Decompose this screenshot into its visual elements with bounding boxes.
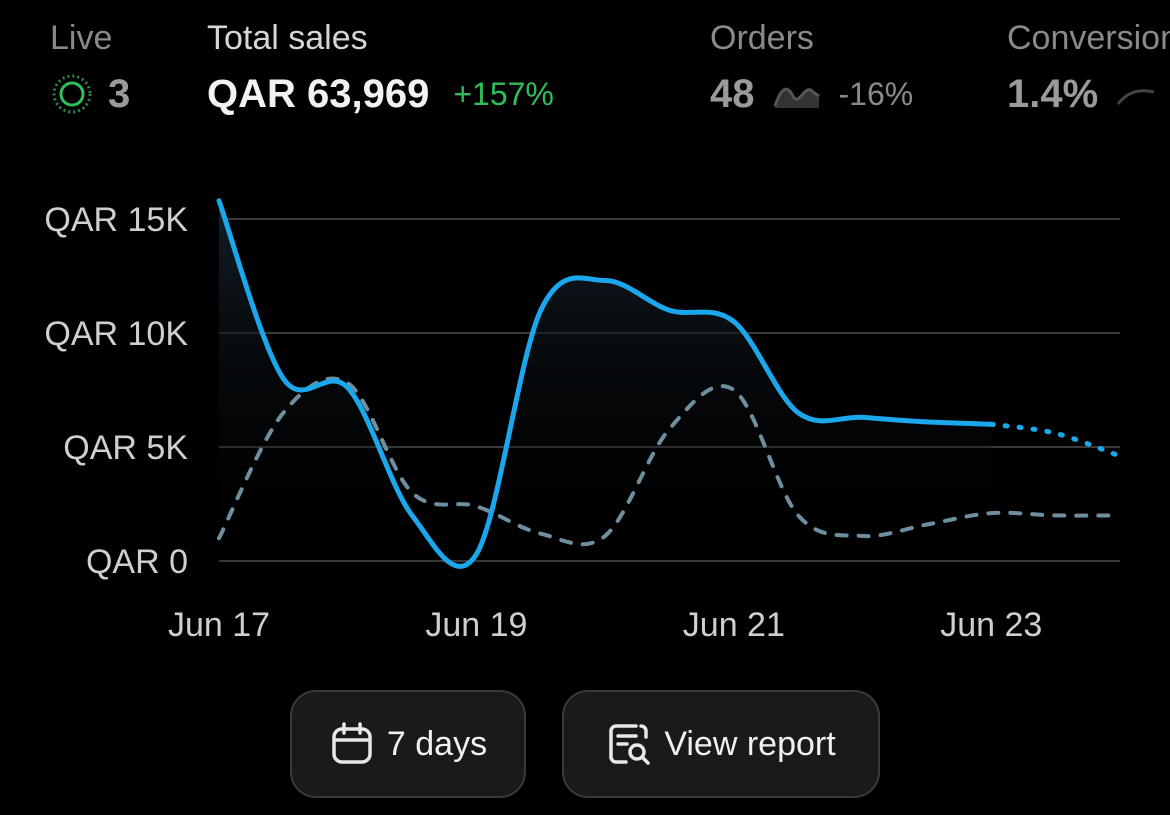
live-pulse-icon — [50, 72, 94, 116]
view-report-button[interactable]: View report — [562, 690, 880, 798]
metric-total-sales[interactable]: Total sales QAR 63,969 +157% — [207, 18, 554, 116]
metric-live: Live 3 — [50, 18, 130, 116]
y-tick-label: QAR 10K — [44, 315, 188, 353]
comparison-series-line — [217, 376, 1122, 547]
x-tick-label: Jun 17 — [168, 606, 270, 644]
current-series-area — [219, 200, 992, 567]
total-sales-label: Total sales — [207, 19, 368, 57]
orders-sparkline-icon — [773, 78, 821, 110]
conversion-value: 1.4% — [1007, 71, 1099, 116]
live-value: 3 — [108, 71, 131, 116]
orders-label: Orders — [710, 19, 814, 57]
sales-chart: QAR 0 QAR 5K QAR 10K QAR 15K Jun 17 Jun 19 Ju… — [44, 198, 1123, 644]
calendar-icon — [329, 721, 375, 767]
conversion-label: Conversion — [1007, 19, 1170, 57]
y-tick-label: QAR 15K — [44, 201, 188, 239]
live-label: Live — [50, 19, 113, 57]
y-tick-label: QAR 0 — [86, 543, 188, 581]
date-range-button[interactable]: 7 days — [290, 690, 526, 798]
conversion-sparkline-icon — [1116, 78, 1156, 110]
total-sales-change: +157% — [453, 75, 554, 112]
x-tick-label: Jun 19 — [425, 606, 527, 644]
metric-orders[interactable]: Orders 48 -16% — [710, 18, 913, 116]
current-series-line — [216, 198, 994, 569]
current-series-projection — [988, 421, 1123, 459]
y-tick-label: QAR 5K — [63, 429, 188, 467]
orders-value: 48 — [710, 71, 755, 116]
x-tick-label: Jun 21 — [683, 606, 785, 644]
total-sales-value: QAR 63,969 — [207, 71, 430, 116]
orders-change: -16% — [838, 75, 914, 112]
view-report-label: View report — [664, 724, 836, 763]
date-range-label: 7 days — [386, 724, 488, 763]
report-search-icon — [606, 721, 652, 767]
metric-conversion[interactable]: Conversion 1.4% — [1007, 18, 1170, 116]
x-tick-label: Jun 23 — [940, 606, 1042, 644]
